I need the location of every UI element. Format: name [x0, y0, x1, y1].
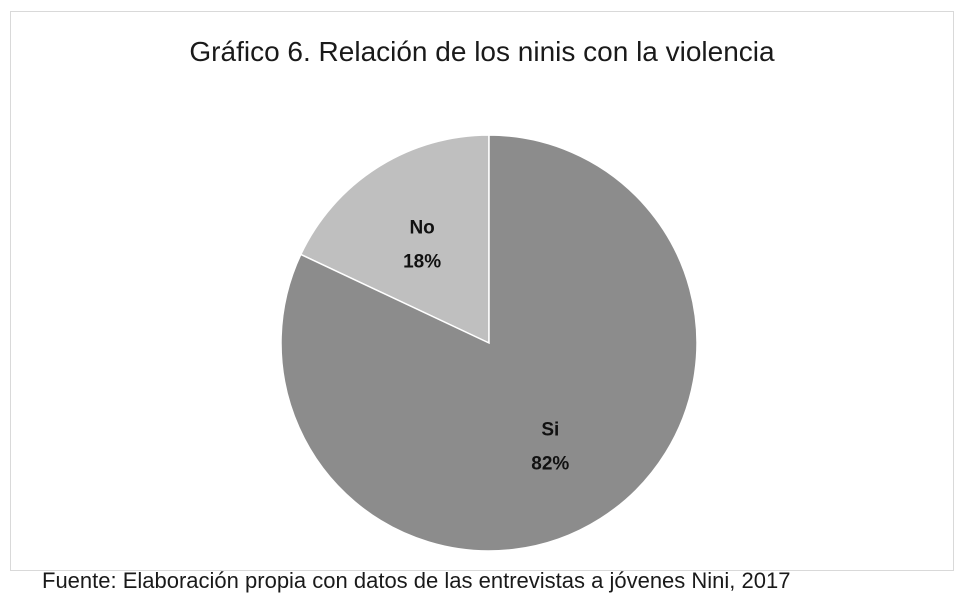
pie-slice-si	[280, 134, 698, 552]
slice-value-no: 18%	[403, 252, 441, 273]
chart-title: Gráfico 6. Relación de los ninis con la …	[189, 36, 775, 67]
source-note: Fuente: Elaboración propia con datos de …	[42, 568, 791, 593]
pie-slice-no	[299, 134, 490, 345]
slice-value-si: 82%	[531, 454, 569, 475]
slice-label-no: No	[409, 218, 434, 239]
slice-label-si: Si	[541, 420, 559, 441]
